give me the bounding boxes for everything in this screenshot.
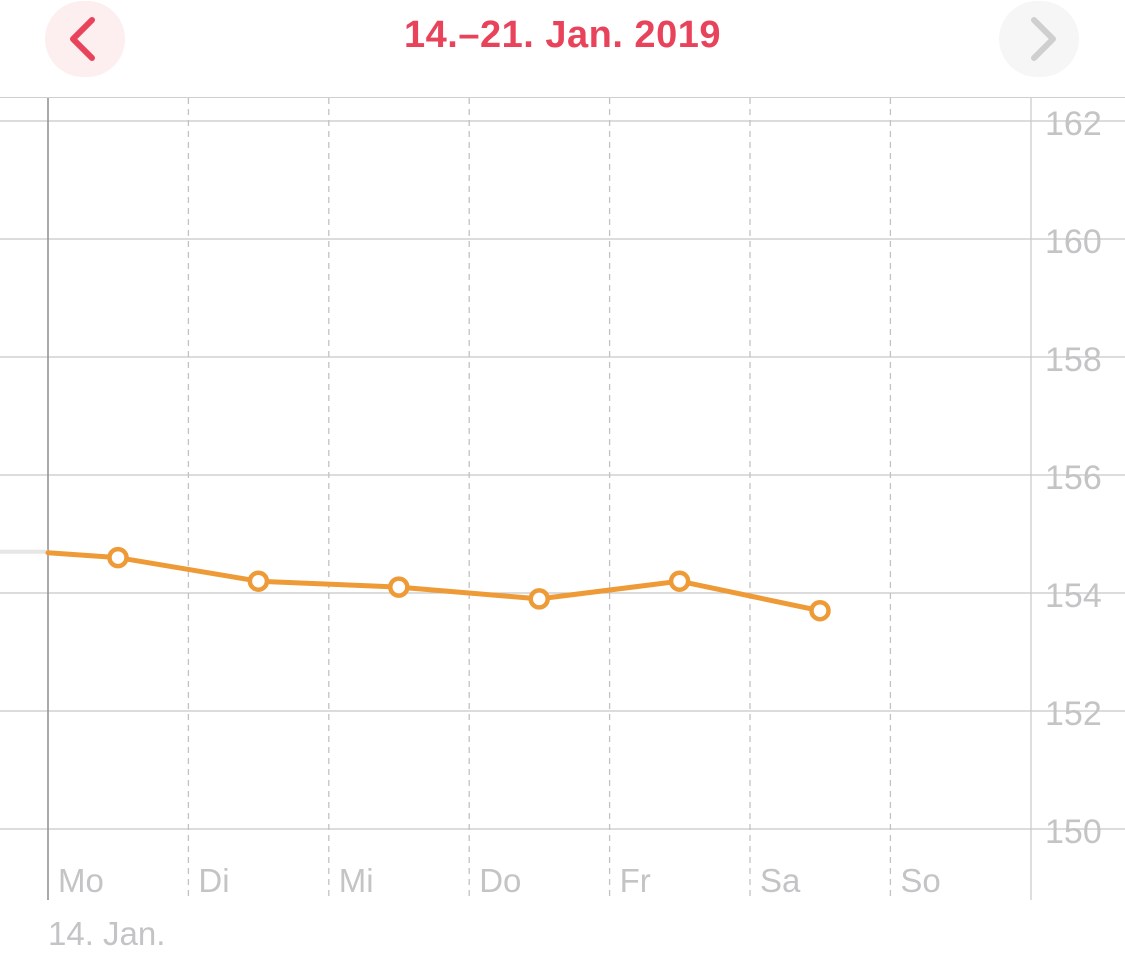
start-date-label: 14. Jan. [48,915,165,952]
y-tick-label: 154 [1045,577,1102,615]
data-point [668,570,691,592]
x-tick-label: Mi [339,862,374,899]
y-tick-label: 160 [1045,223,1102,261]
y-tick-label: 150 [1045,813,1102,851]
y-tick-label: 152 [1045,695,1102,733]
data-point [107,546,129,569]
chevron-right-icon [1031,17,1056,61]
x-tick-label: Di [198,862,229,899]
tick-labels: 150 152 154 156 158 160 162 Mo Di Mi Do Fr Sa So 14. J… [48,105,1102,952]
chevron-left-icon [70,17,95,61]
x-tick-label: So [900,862,940,899]
data-point [809,599,831,622]
data-point [388,576,410,598]
data-point [528,588,550,610]
y-tick-label: 162 [1045,105,1102,143]
y-tick-label: 156 [1045,459,1102,497]
date-range-title: 14.–21. Jan. 2019 [404,14,721,56]
next-week-button[interactable] [999,1,1079,77]
data-point [247,570,270,592]
series-layer [0,546,831,622]
grid-lines [0,98,1125,900]
series-line [115,555,823,614]
chart-axes [0,97,1125,900]
x-tick-label: Sa [760,862,801,899]
nav-bar: 14.–21. Jan. 2019 [0,0,1125,97]
x-tick-label: Mo [58,862,104,899]
x-tick-label: Do [479,862,521,899]
y-tick-label: 158 [1045,341,1102,379]
series-lead-in [45,550,121,561]
previous-week-button[interactable] [45,1,125,77]
x-tick-label: Fr [620,862,651,899]
